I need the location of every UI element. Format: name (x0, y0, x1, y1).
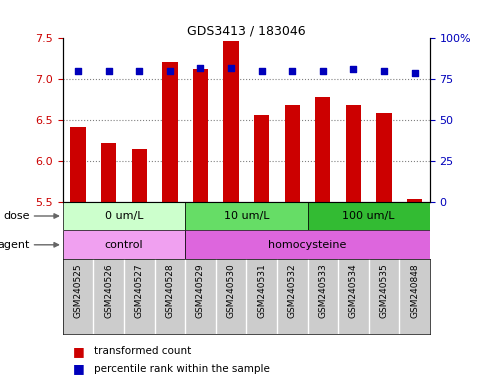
Point (411, 70, 418, 76)
Bar (254, 115, 270, 202)
Point (197, 65, 204, 71)
Text: GSM240848: GSM240848 (410, 263, 419, 318)
Text: GSM240533: GSM240533 (318, 263, 327, 318)
Bar (308, 202, 430, 230)
Text: GSM240532: GSM240532 (288, 263, 297, 318)
Text: 0 um/L: 0 um/L (105, 211, 143, 221)
Text: transformed count: transformed count (94, 346, 191, 356)
Text: GSM240530: GSM240530 (227, 263, 236, 318)
Point (166, 68, 174, 74)
Title: GDS3413 / 183046: GDS3413 / 183046 (187, 24, 306, 37)
Text: 100 um/L: 100 um/L (342, 211, 395, 221)
Bar (131, 149, 147, 202)
Text: ■: ■ (72, 362, 84, 375)
Point (258, 68, 266, 74)
Point (105, 68, 113, 74)
Text: GSM240529: GSM240529 (196, 263, 205, 318)
Bar (185, 230, 430, 259)
Text: ■: ■ (72, 345, 84, 358)
Bar (315, 97, 330, 202)
Bar (223, 41, 239, 202)
Bar (407, 199, 422, 202)
Text: GSM240531: GSM240531 (257, 263, 266, 318)
Text: percentile rank within the sample: percentile rank within the sample (94, 364, 270, 374)
Point (135, 68, 143, 74)
Point (319, 68, 327, 74)
Text: GSM240527: GSM240527 (135, 263, 144, 318)
Text: agent: agent (0, 240, 30, 250)
Bar (185, 202, 308, 230)
Text: GSM240526: GSM240526 (104, 263, 113, 318)
Point (350, 66, 357, 73)
Point (288, 68, 296, 74)
Bar (376, 114, 392, 202)
Point (227, 65, 235, 71)
Text: GSM240534: GSM240534 (349, 263, 358, 318)
Bar (63, 202, 185, 230)
Text: homocysteine: homocysteine (269, 240, 347, 250)
Bar (346, 105, 361, 202)
Point (74, 68, 82, 74)
Point (380, 68, 388, 74)
Bar (193, 70, 208, 202)
Text: GSM240525: GSM240525 (73, 263, 83, 318)
Text: GSM240528: GSM240528 (165, 263, 174, 318)
Text: control: control (105, 240, 143, 250)
Bar (162, 62, 177, 202)
Bar (63, 230, 185, 259)
Bar (284, 105, 300, 202)
Bar (71, 127, 86, 202)
Text: dose: dose (3, 211, 30, 221)
Bar (101, 143, 116, 202)
Text: 10 um/L: 10 um/L (224, 211, 269, 221)
Text: GSM240535: GSM240535 (380, 263, 388, 318)
